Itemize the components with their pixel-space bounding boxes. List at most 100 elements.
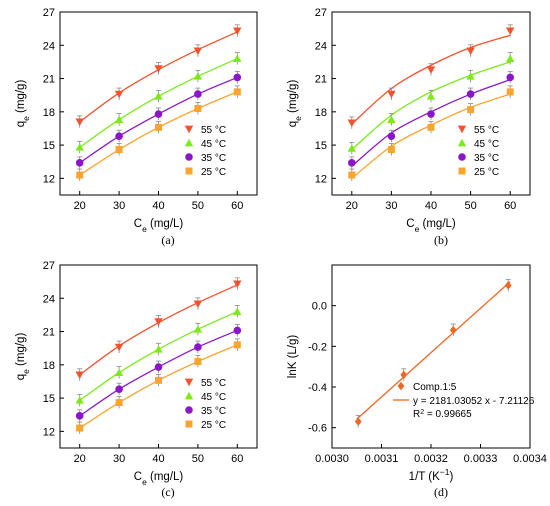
x-tick-label: 20 [74, 453, 86, 465]
data-point [193, 47, 203, 56]
y-axis-label: qe (mg/g) [287, 80, 303, 128]
panel-label: (a) [161, 233, 174, 247]
data-point [233, 88, 241, 96]
data-series [354, 278, 512, 428]
y-axis-label-rest: (mg/g) [287, 80, 299, 117]
data-point [506, 27, 515, 36]
legend-label: 55 °C [474, 125, 499, 136]
data-point [194, 90, 202, 98]
data-point [114, 90, 124, 99]
x-axis-label-sup: −1 [440, 467, 450, 477]
y-tick-label: 27 [43, 260, 55, 272]
legend-marker [457, 138, 467, 147]
data-point [154, 363, 163, 371]
data-point [75, 396, 84, 404]
plot-frame [331, 11, 531, 196]
data-point [115, 385, 123, 394]
data-series [75, 305, 242, 407]
legend-label: 25 °C [201, 167, 226, 178]
data-point [154, 65, 163, 73]
x-tick-label: 0.0031 [365, 453, 399, 465]
data-series [76, 85, 241, 182]
data-point [506, 88, 514, 96]
legend-label: 25 °C [201, 420, 226, 431]
y-axis-label-sub: e [21, 116, 31, 121]
legend-marker [458, 153, 466, 161]
x-axis-label-rest: (mg/L) [147, 218, 184, 230]
panel-label: (b) [434, 233, 448, 247]
data-point [426, 92, 436, 100]
x-axis-label-rest: (mg/L) [419, 218, 456, 230]
data-point [348, 171, 356, 179]
data-series [75, 324, 242, 422]
data-point [506, 54, 515, 62]
x-axis-label: Ce (mg/L) [406, 218, 456, 234]
y-axis-label-sub: e [21, 369, 31, 374]
y-tick-label: 15 [43, 140, 55, 152]
legend-marker [185, 406, 193, 414]
plot-frame [59, 11, 258, 196]
y-tick-label: 27 [315, 7, 327, 19]
y-axis-label-main: lnK (L/g) [287, 335, 299, 379]
data-point [154, 110, 163, 118]
data-point [194, 104, 202, 112]
legend-label: 45 °C [201, 139, 226, 150]
data-point [466, 72, 475, 80]
r-squared-rest: = 0.99665 [424, 409, 472, 420]
data-point [233, 307, 242, 315]
legend-marker [184, 138, 194, 147]
y-tick-label: 15 [43, 393, 55, 405]
data-point [387, 146, 395, 154]
x-tick-label: 20 [346, 200, 358, 212]
y-axis-label: qe (mg/g) [15, 80, 31, 128]
y-axis-label-sub: e [293, 116, 303, 121]
data-series [75, 52, 242, 154]
data-point [114, 115, 124, 123]
data-point [354, 417, 362, 426]
x-axis-label-main: C [406, 218, 414, 230]
x-axis-label: Ce (mg/L) [134, 218, 184, 234]
data-point [233, 280, 242, 289]
data-point [75, 118, 84, 126]
data-series [348, 85, 514, 182]
y-tick-label: 18 [43, 360, 55, 372]
y-tick-label: -0.6 [308, 423, 327, 435]
data-point [233, 73, 242, 82]
data-point [466, 90, 475, 98]
legend-label: 45 °C [201, 392, 226, 403]
panel-label: (d) [434, 485, 448, 499]
data-point [115, 399, 123, 407]
data-point [347, 144, 356, 152]
x-tick-label: 0.0032 [414, 453, 448, 465]
legend-label: 55 °C [201, 125, 226, 136]
legend-marker [185, 420, 193, 428]
x-axis-label-sub: e [142, 477, 147, 487]
data-point [75, 371, 84, 379]
data-point [233, 27, 242, 36]
y-tick-label: 12 [43, 173, 55, 185]
y-axis-label: qe (mg/g) [15, 333, 31, 381]
y-axis-label-rest: (mg/g) [15, 333, 27, 370]
data-point [115, 132, 123, 141]
data-point [233, 341, 241, 349]
legend-marker [185, 167, 193, 175]
plot-frame [59, 264, 258, 449]
legend-label: 35 °C [201, 406, 226, 417]
x-tick-label: 60 [504, 200, 516, 212]
data-point [114, 368, 124, 376]
data-series [76, 338, 241, 435]
x-tick-label: 40 [152, 453, 164, 465]
fit-curve [351, 93, 511, 179]
data-point [154, 92, 163, 100]
y-tick-label: 21 [315, 74, 327, 86]
y-axis-label-main: q [15, 374, 27, 380]
x-tick-label: 60 [231, 200, 243, 212]
r-squared: R2 = 0.99665 [413, 409, 472, 421]
legend-marker [184, 391, 194, 400]
y-tick-label: 21 [43, 74, 55, 86]
x-tick-label: 50 [192, 200, 204, 212]
data-point [194, 357, 202, 365]
data-point [426, 66, 436, 74]
data-point [154, 318, 163, 326]
